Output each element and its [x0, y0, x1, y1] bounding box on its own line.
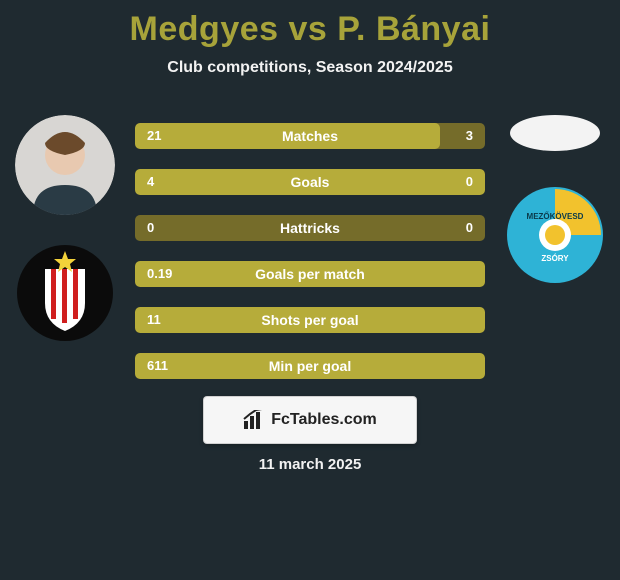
stat-bar: 40Goals	[135, 169, 485, 195]
stat-bar: 611Min per goal	[135, 353, 485, 379]
right-player-column: MEZŐKÖVESD ZSÓRY	[495, 115, 615, 285]
stat-label: Hattricks	[135, 215, 485, 241]
date-text: 11 march 2025	[0, 456, 620, 473]
club-crest-icon: MEZŐKÖVESD ZSÓRY	[505, 185, 605, 285]
subtitle: Club competitions, Season 2024/2025	[0, 59, 620, 77]
stat-bar: 00Hattricks	[135, 215, 485, 241]
left-club-crest	[15, 243, 115, 343]
right-club-crest: MEZŐKÖVESD ZSÓRY	[505, 185, 605, 285]
stat-label: Shots per goal	[135, 307, 485, 333]
stat-label: Min per goal	[135, 353, 485, 379]
source-badge-text: FcTables.com	[271, 411, 377, 429]
stat-bar: 0.19Goals per match	[135, 261, 485, 287]
left-player-column	[5, 115, 125, 343]
source-badge[interactable]: FcTables.com	[203, 396, 417, 444]
right-player-placeholder-oval	[510, 115, 600, 151]
stat-bar: 11Shots per goal	[135, 307, 485, 333]
left-player-avatar	[15, 115, 115, 215]
stat-label: Goals	[135, 169, 485, 195]
stat-bars: 213Matches 40Goals 00Hattricks 0.19Goals pe…	[135, 123, 485, 379]
comparison-infographic: Medgyes vs P. Bányai Club competitions, …	[0, 0, 620, 580]
stat-label: Goals per match	[135, 261, 485, 287]
svg-text:MEZŐKÖVESD: MEZŐKÖVESD	[527, 212, 584, 221]
page-title: Medgyes vs P. Bányai	[0, 0, 620, 49]
chart-icon	[243, 410, 265, 430]
stat-bar: 213Matches	[135, 123, 485, 149]
avatar-placeholder-icon	[15, 115, 115, 215]
club-crest-icon	[15, 243, 115, 343]
svg-text:ZSÓRY: ZSÓRY	[541, 254, 569, 263]
stat-label: Matches	[135, 123, 485, 149]
